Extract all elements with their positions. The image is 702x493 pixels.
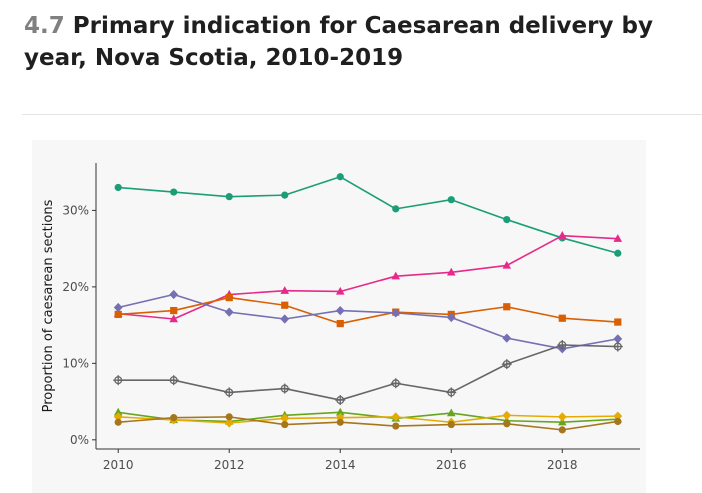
data-point xyxy=(169,314,179,323)
data-point xyxy=(613,411,623,421)
data-point xyxy=(335,305,345,316)
data-point xyxy=(225,413,233,421)
data-point xyxy=(335,286,345,295)
data-point xyxy=(113,412,123,422)
data-point xyxy=(503,303,511,311)
data-point xyxy=(558,426,566,434)
data-point xyxy=(557,412,567,422)
data-point xyxy=(113,407,123,416)
data-point xyxy=(391,271,401,280)
title-divider xyxy=(22,114,702,115)
y-axis-label: Proportion of caesarean sections xyxy=(41,199,56,412)
data-point xyxy=(336,319,344,328)
figure-number: 4.7 xyxy=(24,13,65,39)
x-tick-label: 2012 xyxy=(214,458,245,472)
data-point xyxy=(224,307,234,317)
data-point xyxy=(557,417,567,426)
data-point xyxy=(170,414,178,422)
y-tick-label: 20% xyxy=(62,280,89,294)
data-point xyxy=(446,312,456,323)
x-tick-label: 2014 xyxy=(325,458,356,472)
data-point xyxy=(336,418,344,426)
data-point xyxy=(281,420,289,429)
data-point xyxy=(281,301,289,309)
data-point xyxy=(114,310,122,319)
data-point xyxy=(446,408,456,417)
data-point xyxy=(225,293,233,302)
data-point xyxy=(169,289,179,300)
series-line xyxy=(118,293,618,350)
series-line xyxy=(118,234,618,320)
data-point xyxy=(392,205,400,213)
data-point xyxy=(447,420,455,429)
data-point xyxy=(170,306,178,315)
data-point xyxy=(502,333,512,343)
x-tick-label: 2018 xyxy=(547,458,578,472)
y-tick-label: 30% xyxy=(62,203,89,217)
data-point xyxy=(447,196,455,204)
data-point xyxy=(557,231,567,239)
data-point xyxy=(558,314,566,322)
data-point xyxy=(113,302,123,313)
series-line xyxy=(118,175,619,255)
x-tick-label: 2016 xyxy=(436,458,467,472)
data-point xyxy=(335,407,345,416)
data-point xyxy=(391,308,401,318)
data-point xyxy=(613,334,623,344)
y-tick-label: 0% xyxy=(70,433,89,447)
data-point xyxy=(224,418,234,428)
figure-title: Primary indication for Caesarean deliver… xyxy=(24,13,653,71)
data-point xyxy=(392,422,400,430)
data-point xyxy=(614,249,622,257)
chart-title: 4.7 Primary indication for Caesarean del… xyxy=(24,10,694,74)
data-point xyxy=(614,318,622,326)
data-point xyxy=(503,215,511,224)
data-point xyxy=(446,267,456,276)
data-point xyxy=(502,260,512,269)
data-point xyxy=(280,286,290,294)
data-point xyxy=(613,234,623,242)
data-point xyxy=(614,417,622,426)
data-point xyxy=(114,418,122,426)
x-tick-label: 2010 xyxy=(103,458,134,472)
data-point xyxy=(280,413,290,424)
chart-panel xyxy=(32,140,646,493)
series-line xyxy=(118,416,618,431)
data-point xyxy=(225,193,233,201)
data-point xyxy=(391,412,401,422)
data-point xyxy=(336,173,344,181)
data-point xyxy=(281,191,289,199)
series-line xyxy=(118,414,618,424)
series-line xyxy=(118,344,618,401)
data-point xyxy=(114,183,122,192)
data-point xyxy=(502,410,512,420)
y-tick-label: 10% xyxy=(62,356,89,370)
data-point xyxy=(503,420,511,428)
data-point xyxy=(170,188,178,196)
data-point xyxy=(280,314,290,324)
